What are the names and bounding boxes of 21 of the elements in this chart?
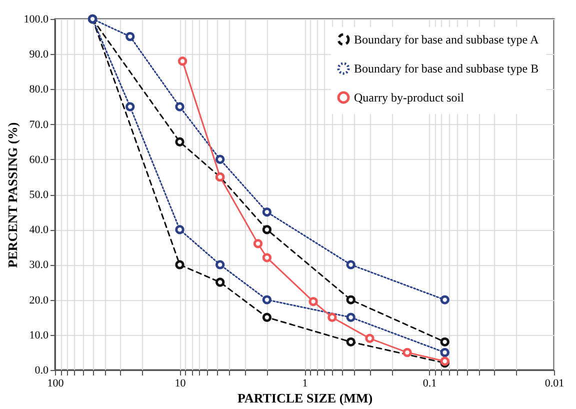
- y-tick-label: 100.0: [24, 14, 49, 26]
- legend-label: Quarry by-product soil: [354, 90, 465, 104]
- y-tick-label: 20.0: [29, 294, 49, 306]
- y-tick-label: 70.0: [29, 118, 49, 131]
- x-tick-label: 0.01: [544, 378, 564, 390]
- x-tick-label: 10: [174, 378, 186, 390]
- x-tick-label: 100: [47, 378, 64, 390]
- x-axis-title: PARTICLE SIZE (MM): [237, 390, 373, 406]
- y-tick-label: 90.0: [29, 48, 49, 61]
- y-tick-label: 80.0: [29, 84, 49, 96]
- x-tick-label: 0.1: [422, 378, 437, 390]
- y-axis-title: PERCENT PASSING (%): [4, 122, 20, 268]
- y-tick-label: 10.0: [29, 329, 49, 342]
- y-tick-label: 0.0: [34, 364, 49, 376]
- x-tick-label: 1: [302, 378, 308, 390]
- y-tick-label: 50.0: [29, 189, 49, 201]
- legend-label: Boundary for base and subbase type A: [354, 32, 539, 46]
- y-tick-label: 60.0: [29, 154, 49, 166]
- y-tick-label: 30.0: [29, 259, 49, 272]
- legend-label: Boundary for base and subbase type B: [354, 62, 539, 76]
- y-tick-label: 40.0: [29, 224, 49, 236]
